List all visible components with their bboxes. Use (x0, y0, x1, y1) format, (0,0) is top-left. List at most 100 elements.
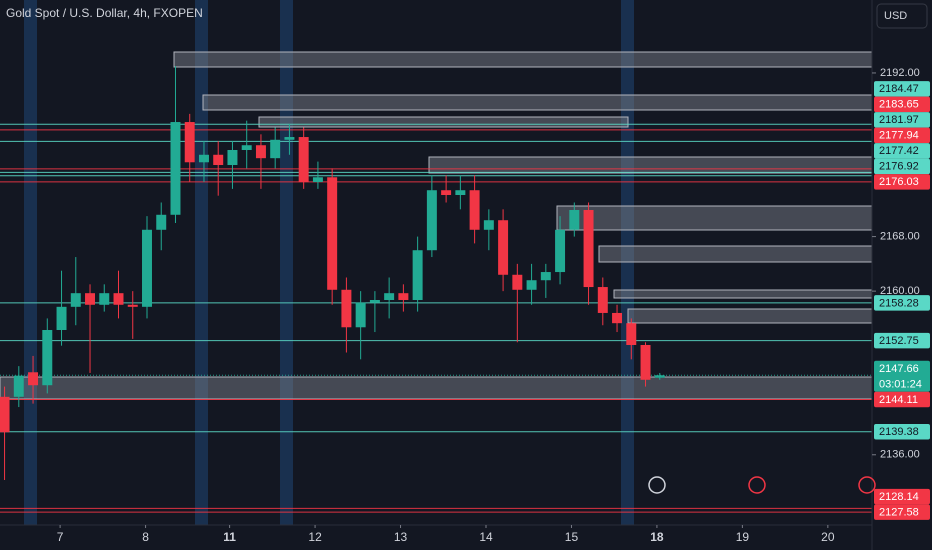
session-band (280, 0, 293, 525)
level-label-bg (874, 96, 930, 113)
zone (613, 289, 873, 299)
level-label-bg (874, 295, 930, 311)
level-label-bg (874, 360, 930, 392)
candle-body (398, 293, 409, 300)
level-label: 2176.03 (879, 176, 919, 188)
candle-body (654, 375, 665, 378)
candle-body (42, 330, 53, 386)
candle-body (327, 177, 338, 290)
y-tick-label: 2168.00 (880, 230, 920, 242)
level-label-bg (874, 174, 930, 190)
candle-body (13, 375, 24, 397)
level-label-bg (874, 488, 930, 505)
level-label: 2127.58 (879, 507, 919, 519)
candle-body (85, 293, 96, 305)
level-label: 2147.66 (879, 363, 919, 375)
level-label: 2176.92 (879, 161, 919, 173)
level-label: 2152.75 (879, 335, 919, 347)
candles (0, 66, 665, 480)
currency-label: USD (884, 10, 907, 22)
zone (258, 116, 629, 128)
candle-body (512, 274, 523, 290)
zone (173, 51, 873, 68)
level-label-bg (874, 143, 930, 159)
x-tick-label: 7 (57, 530, 64, 544)
x-tick-label: 18 (650, 530, 664, 544)
session-band (195, 0, 208, 525)
level-label: 2144.11 (879, 394, 918, 406)
level-label: 2139.38 (879, 426, 919, 438)
zone (0, 376, 873, 400)
x-tick-label: 20 (821, 530, 835, 544)
axes: 2136.00 2160.00 2168.00 2192.00 7 8 11 12 13 14 15… (57, 67, 930, 544)
candle-body (341, 289, 352, 328)
candle-body (184, 122, 195, 163)
candle-body (156, 214, 167, 230)
candle-body (583, 210, 594, 288)
candle-body (412, 250, 423, 300)
candle-body (56, 306, 67, 330)
candle-body (170, 122, 181, 215)
candle-body (298, 137, 309, 183)
y-tick-label: 2192.00 (880, 67, 920, 79)
level-label-bg (874, 158, 930, 175)
zone (598, 245, 873, 263)
candle-body (198, 154, 209, 163)
candle-body (70, 293, 81, 307)
level-label: 2158.28 (879, 297, 919, 309)
candle-body (498, 220, 509, 275)
candle-body (555, 229, 566, 273)
level-label-bg (874, 391, 930, 408)
event-icon[interactable] (648, 476, 666, 494)
chart-title: Gold Spot / U.S. Dollar, 4h, FXOPEN (6, 6, 203, 20)
x-tick-label: 8 (142, 530, 149, 544)
candle-body (355, 302, 366, 328)
level-label-bg (874, 112, 930, 128)
candle-body (626, 323, 637, 345)
level-label-bg (874, 81, 930, 97)
level-label-bg (874, 423, 930, 440)
candle-body (455, 190, 466, 195)
level-label: 2181.97 (879, 114, 919, 126)
candle-body (284, 137, 295, 140)
level-label: 2177.94 (879, 130, 919, 142)
candle-body (612, 312, 623, 324)
candle-body (384, 293, 395, 300)
candle-body (142, 229, 152, 307)
session-band (24, 0, 37, 525)
icons (648, 476, 876, 494)
level-label: 2128.14 (879, 491, 919, 503)
candle-body (312, 177, 323, 183)
countdown-label: 03:01:24 (879, 378, 922, 390)
candle-body (0, 396, 10, 433)
currency-button[interactable] (876, 3, 928, 29)
levels (0, 123, 872, 513)
candle-body (369, 300, 380, 303)
candle-body (640, 345, 651, 380)
x-tick-label: 13 (394, 530, 408, 544)
candle-body (127, 304, 138, 307)
candle-body (255, 145, 266, 159)
event-icon[interactable] (858, 476, 876, 494)
x-tick-label: 15 (565, 530, 579, 544)
candle-body (469, 190, 480, 230)
candle-body (270, 139, 281, 159)
x-tick-label: 11 (223, 530, 236, 544)
candle-body (113, 293, 124, 305)
candle-body (526, 280, 537, 290)
zones (0, 51, 873, 400)
candle-body (597, 287, 608, 313)
zone (428, 156, 873, 174)
y-tick-label: 2160.00 (880, 285, 920, 297)
candle-body (213, 154, 224, 165)
level-label-bg (874, 332, 930, 349)
level-label: 2183.65 (879, 99, 919, 111)
candle-body (441, 190, 452, 195)
y-tick-label: 2136.00 (880, 449, 920, 461)
candle-body (28, 372, 39, 386)
level-label: 2184.47 (879, 83, 919, 95)
zone (627, 308, 873, 324)
event-icon[interactable] (748, 476, 766, 494)
